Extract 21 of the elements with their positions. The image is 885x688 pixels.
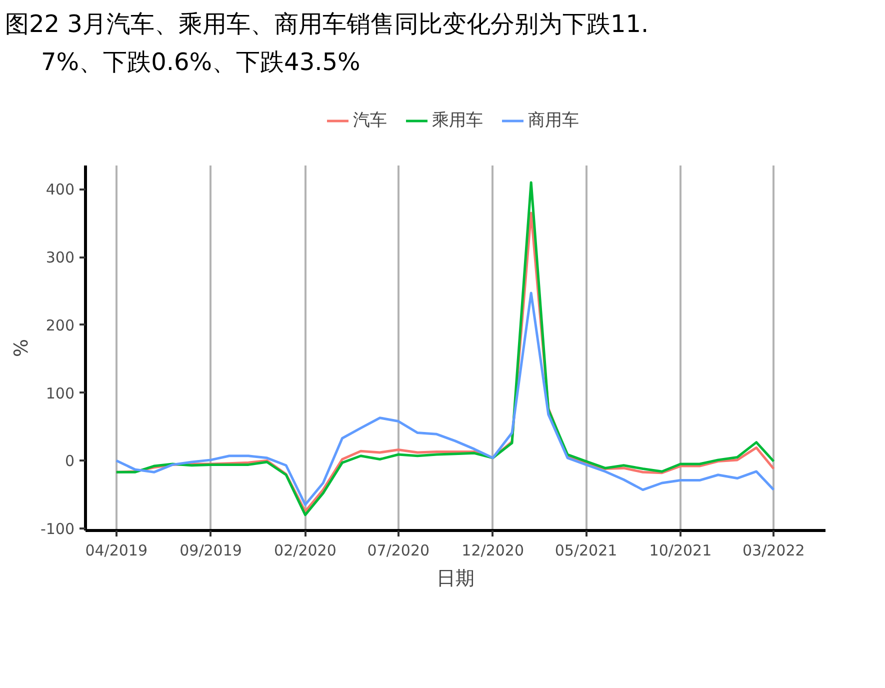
y-tick-label: 100 bbox=[46, 384, 75, 402]
line-series bbox=[115, 292, 775, 506]
y-tick-label: -100 bbox=[40, 520, 75, 538]
x-tick-label: 04/2019 bbox=[85, 542, 148, 560]
x-tick-label: 03/2022 bbox=[742, 542, 805, 560]
x-tick-label: 07/2020 bbox=[367, 542, 430, 560]
y-tick-label: 300 bbox=[46, 248, 75, 267]
chart-title: 图22 3月汽车、乘用车、商用车销售同比变化分别为下跌11.7%、下跌0.6%、下跌43.5% bbox=[5, 9, 649, 78]
x-tick-label: 12/2020 bbox=[462, 542, 524, 560]
y-tick-label: 0 bbox=[64, 452, 75, 470]
x-tick-label: 02/2020 bbox=[274, 542, 336, 560]
x-axis-title: 日期 bbox=[436, 568, 474, 590]
x-tick-label: 09/2019 bbox=[180, 542, 242, 560]
x-tick-label: 10/2021 bbox=[649, 542, 712, 560]
legend-label: 商用车 bbox=[528, 110, 579, 132]
y-tick-label: 200 bbox=[46, 316, 75, 334]
legend-label: 汽车 bbox=[353, 110, 387, 132]
y-axis-title: % bbox=[10, 338, 32, 358]
y-tick-label: 400 bbox=[46, 180, 75, 199]
legend-label: 乘用车 bbox=[432, 110, 483, 132]
x-tick-label: 05/2021 bbox=[554, 542, 618, 560]
